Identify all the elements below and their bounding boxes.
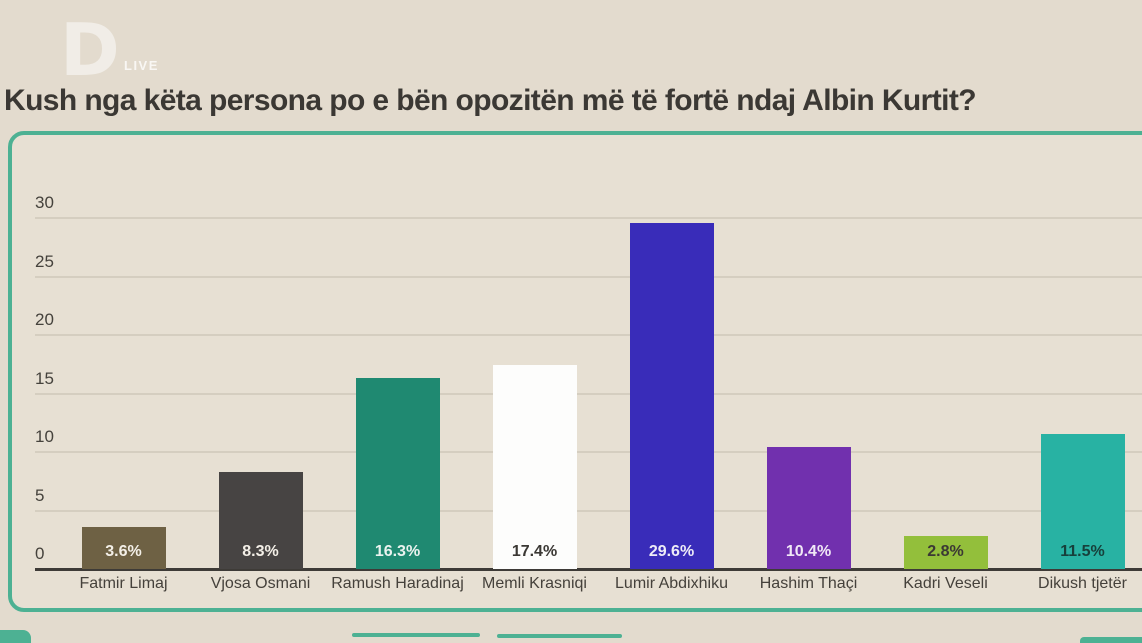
y-tick-label-5: 5	[35, 485, 45, 505]
category-label: Hashim Thaçi	[759, 575, 858, 592]
category-label: Memli Krasniqi	[482, 575, 587, 592]
bar-ramush-haradinaj	[355, 378, 440, 569]
category-label: Vjosa Osmani	[210, 575, 311, 592]
gridline-20	[35, 334, 1142, 336]
y-tick-label-20: 20	[35, 310, 54, 329]
y-tick-label-30: 30	[35, 193, 54, 212]
value-label: 29.6%	[648, 543, 695, 560]
next-card-edge-right	[1080, 637, 1142, 643]
category-label: Fatmir Limaj	[79, 575, 168, 592]
value-label: 8.3%	[242, 543, 279, 560]
gridline-25	[35, 275, 1142, 278]
next-card-edge-mid-2	[497, 634, 622, 638]
live-badge: LIVE	[124, 58, 159, 73]
value-label: 17.4%	[511, 543, 558, 560]
bar-lumir-abdixhiku	[629, 222, 714, 569]
value-label: 3.6%	[105, 543, 142, 560]
y-tick-label-0: 0	[35, 544, 45, 563]
gridline-30	[35, 217, 1142, 219]
bar-kadri-veseli	[903, 536, 988, 569]
category-label: Dikush tjetër	[1038, 575, 1127, 592]
gridline-5	[35, 509, 1142, 512]
category-label: Ramush Haradinaj	[331, 575, 464, 592]
category-label: Kadri Veseli	[903, 575, 988, 592]
next-card-edge-left	[0, 630, 31, 643]
x-axis-line	[35, 568, 1142, 571]
y-tick-label-25: 25	[35, 251, 54, 271]
bar-hashim-tha-i	[766, 447, 851, 569]
value-label: 10.4%	[785, 543, 832, 560]
gridline-10	[35, 451, 1142, 453]
bar-vjosa-osmani	[218, 471, 303, 569]
next-card-edge-mid-1	[352, 633, 480, 637]
gridline-15	[35, 392, 1142, 395]
value-label: 11.5%	[1060, 543, 1105, 560]
channel-logo-d: D	[60, 8, 120, 92]
y-tick-label-10: 10	[35, 427, 54, 446]
bar-dikush-tjet-r	[1040, 434, 1125, 569]
y-tick-label-15: 15	[35, 368, 54, 388]
bar-fatmir-limaj	[81, 526, 166, 569]
category-label: Lumir Abdixhiku	[615, 575, 728, 592]
value-label: 2.8%	[927, 543, 964, 560]
value-label: 16.3%	[374, 543, 421, 560]
poll-question-title: Kush nga këta persona po e bën opozitën …	[4, 84, 977, 118]
bar-memli-krasniqi	[492, 365, 577, 569]
